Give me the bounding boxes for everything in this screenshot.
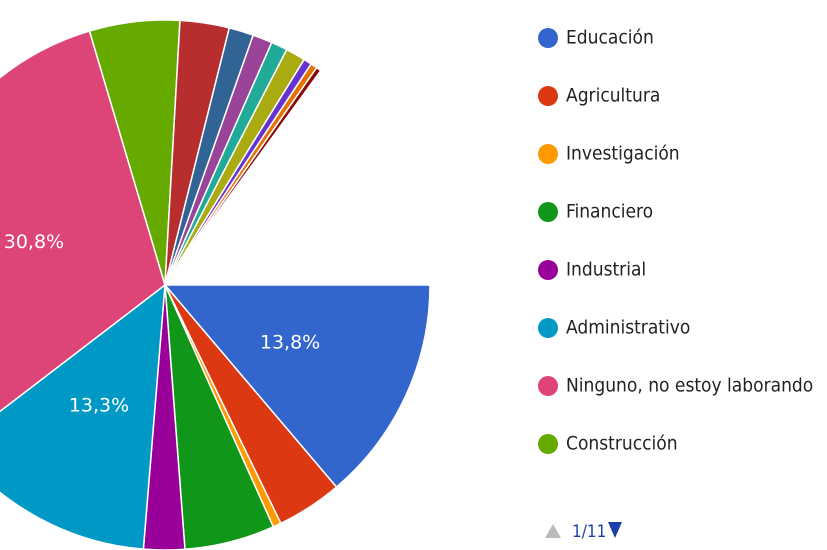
legend-swatch [538,86,558,106]
legend-label: Construcción [566,433,678,455]
pie-slice [163,284,431,489]
legend-label: Financiero [566,201,653,223]
legend-swatch [538,28,558,48]
legend-swatch [538,376,558,396]
legend-label: Agricultura [566,85,660,107]
pagination: 1/11 [572,522,606,542]
legend-label: Educación [566,27,654,49]
legend-swatch [538,202,558,222]
pie-slice [0,30,166,413]
legend-swatch [538,144,558,164]
legend-label: Ninguno, no estoy laborando [566,375,813,397]
data-label: 30,8% [4,231,64,253]
data-label: 13,8% [260,331,320,353]
legend-label: Administrativo [566,317,690,339]
legend-swatch [538,318,558,338]
legend-swatch [538,260,558,280]
legend-label: Industrial [566,259,646,281]
prev-page-arrow[interactable] [545,524,561,538]
data-label: 13,3% [69,394,129,416]
next-page-arrow[interactable] [608,522,622,538]
legend-swatch [538,434,558,454]
pie-slice [0,283,166,550]
legend-label: Investigación [566,143,680,165]
pie-slice [164,66,322,286]
